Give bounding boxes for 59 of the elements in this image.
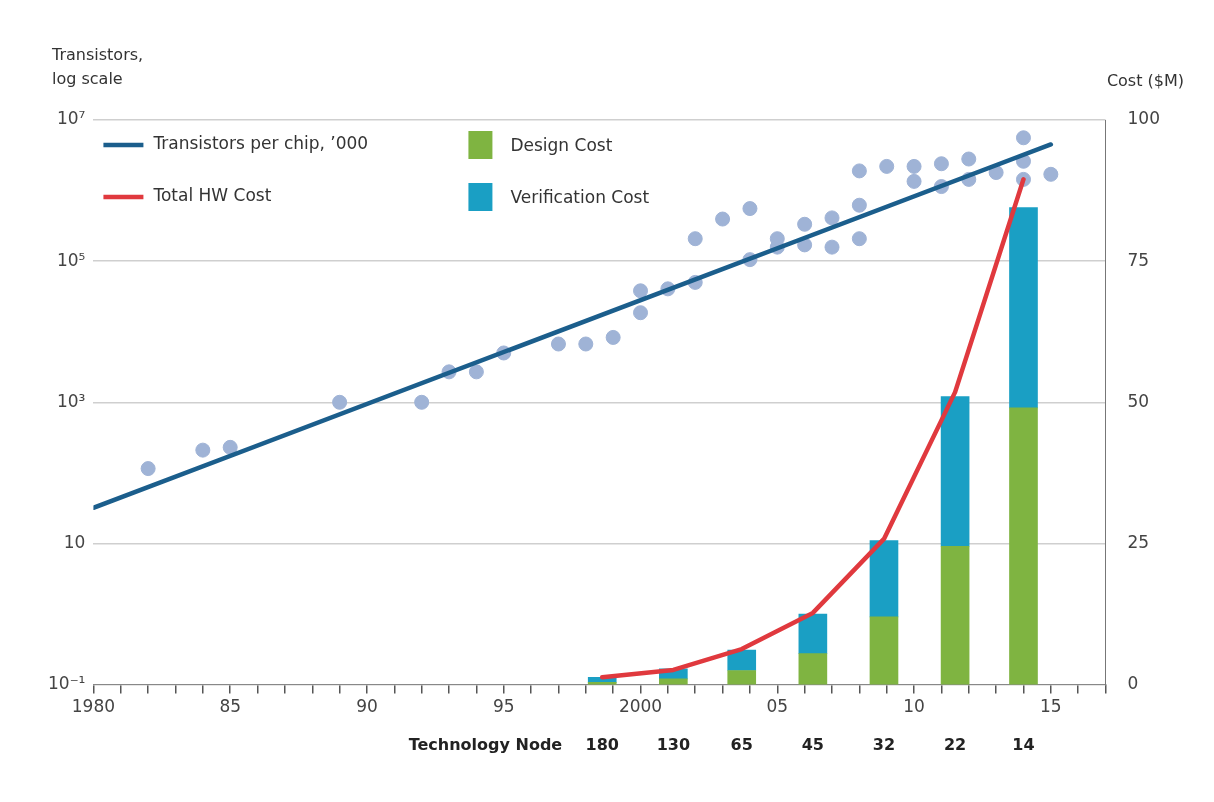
- text: Technology Node: [408, 735, 563, 755]
- point: [961, 151, 977, 167]
- point: [687, 231, 703, 247]
- text: 45: [801, 735, 824, 755]
- point: [797, 216, 813, 232]
- text: 65: [730, 735, 753, 755]
- point: [824, 239, 840, 255]
- point: [222, 439, 238, 455]
- point: [851, 163, 867, 179]
- x-tick-label: 10: [903, 696, 925, 717]
- point: [879, 158, 895, 174]
- point: [906, 173, 922, 189]
- point: [195, 442, 211, 458]
- y2-tick-label: 75: [1127, 249, 1150, 270]
- y-axis-title: Transistors, log scale: [51, 45, 144, 88]
- point: [578, 336, 594, 352]
- point: [633, 305, 649, 321]
- text: 22: [943, 735, 967, 755]
- y-tick-label: 10⁷: [56, 108, 86, 129]
- legend-label: Total HW Cost: [152, 185, 272, 206]
- point: [851, 197, 867, 213]
- point: [468, 364, 484, 380]
- y2-tick-label: 0: [1127, 673, 1139, 694]
- point: [1043, 166, 1059, 182]
- text: 180: [585, 735, 619, 755]
- x-tick-label: 2000: [618, 696, 663, 717]
- point: [140, 461, 156, 477]
- x-tick-label: 90: [356, 696, 378, 717]
- point: [414, 394, 430, 410]
- y2-axis-title: Cost ($M): [1106, 71, 1184, 90]
- legend-label: Design Cost: [510, 135, 613, 156]
- point: [742, 201, 758, 217]
- point: [715, 211, 731, 227]
- y-tick-label: 10⁵: [56, 249, 86, 270]
- point: [851, 231, 867, 247]
- text: 14: [1012, 735, 1035, 755]
- point: [933, 156, 949, 172]
- point: [633, 283, 649, 299]
- y2-tick-label: 100: [1127, 108, 1161, 129]
- point: [550, 336, 566, 352]
- x-tick-label: 15: [1040, 696, 1062, 717]
- y-tick-label: 10: [63, 531, 86, 552]
- point: [332, 394, 348, 410]
- legend-label: Verification Cost: [510, 187, 650, 208]
- y-tick-label: 10³: [56, 390, 86, 411]
- y-tick-label: 10⁻¹: [48, 673, 86, 694]
- point: [605, 329, 621, 345]
- text: 130: [656, 735, 691, 755]
- x-tick-label: 05: [766, 696, 789, 717]
- y2-tick-label: 25: [1127, 531, 1150, 552]
- point: [1015, 130, 1031, 146]
- x-tick-label: 85: [219, 696, 242, 717]
- y2-tick-label: 50: [1127, 390, 1150, 411]
- legend-label: Transistors per chip, ’000: [152, 133, 369, 154]
- point: [824, 210, 840, 226]
- x-tick-label: 95: [492, 696, 515, 717]
- point: [906, 158, 922, 174]
- x-tick-label: 1980: [71, 696, 116, 717]
- text: 32: [872, 735, 896, 755]
